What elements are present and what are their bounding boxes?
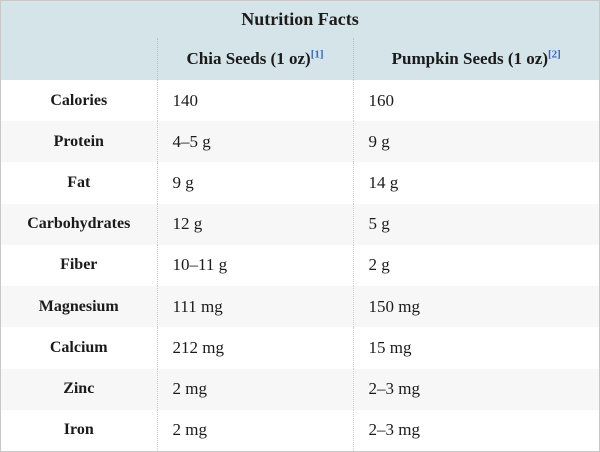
chia-value: 140 [156,80,353,122]
table-title-row: Nutrition Facts [1,1,599,38]
row-label: Fiber [60,256,98,274]
citation-link-2[interactable]: [2] [548,48,561,61]
pumpkin-value: 15 mg [352,327,599,369]
chia-value: 4–5 g [156,121,353,163]
row-label: Magnesium [38,297,119,315]
chia-value: 10–11 g [156,244,353,287]
pumpkin-value: 5 g [352,203,599,245]
chia-value: 12 g [156,203,353,245]
table-row-zinc: Zinc 2 mg 2–3 mg [1,368,599,410]
row-label: Calcium [49,338,108,356]
row-label: Protein [53,132,104,150]
table-row-calories: Calories 140 160 [1,80,599,122]
pumpkin-value: 150 mg [352,286,599,328]
citation-marker-2: [2] [548,48,561,60]
table-row-magnesium: Magnesium 111 mg 150 mg [1,286,599,328]
row-label: Calories [50,91,108,109]
table-row-protein: Protein 4–5 g 9 g [1,121,599,163]
pumpkin-value: 14 g [352,162,599,204]
pumpkin-value: 160 [352,80,599,122]
chia-value: 111 mg [156,286,353,328]
row-label: Fat [67,174,91,192]
pumpkin-value: 2 g [352,244,599,287]
pumpkin-value: 2–3 mg [352,368,599,410]
row-label: Zinc [63,380,95,398]
table-row-fat: Fat 9 g 14 g [1,162,599,204]
row-label: Carbohydrates [27,215,131,233]
chia-column-header-label: Chia Seeds (1 oz) [186,49,311,68]
table-row-calcium: Calcium 212 mg 15 mg [1,327,599,369]
citation-marker-1: [1] [311,48,324,60]
table-row-fiber: Fiber 10–11 g 2 g [1,244,599,287]
chia-column-header: Chia Seeds (1 oz)[1] [156,38,353,80]
chia-value: 2 mg [156,409,353,451]
table-title: Nutrition Facts [1,1,599,38]
citation-link-1[interactable]: [1] [310,48,324,61]
chia-value: 2 mg [156,368,353,410]
chia-value: 212 mg [156,327,353,369]
pumpkin-column-header: Pumpkin Seeds (1 oz)[2] [352,38,599,80]
table-row-iron: Iron 2 mg 2–3 mg [1,409,599,451]
chia-value: 9 g [156,162,353,204]
pumpkin-column-header-label: Pumpkin Seeds (1 oz) [391,49,548,68]
label-column-header [1,38,157,80]
table-row-carbohydrates: Carbohydrates 12 g 5 g [1,203,599,245]
pumpkin-value: 9 g [352,121,599,163]
table-header-row: Chia Seeds (1 oz)[1] Pumpkin Seeds (1 oz… [1,38,599,80]
row-label: Iron [63,421,94,439]
pumpkin-value: 2–3 mg [352,409,599,451]
